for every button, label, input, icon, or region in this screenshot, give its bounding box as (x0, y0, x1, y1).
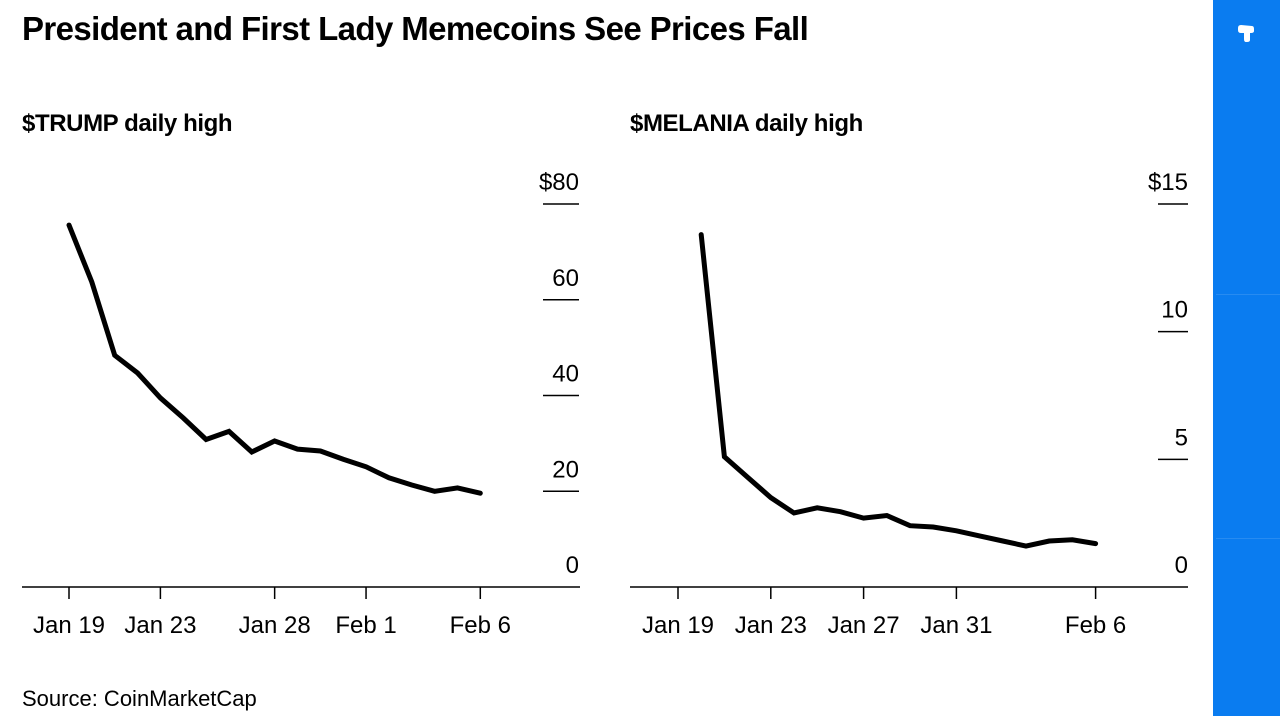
melania-x-tick-label: Feb 6 (1065, 612, 1126, 639)
melania-y-tick-label: 10 (1161, 297, 1188, 324)
trump-series-line (66, 222, 483, 496)
sidebar (1213, 0, 1280, 716)
trump-chart-subtitle: $TRUMP daily high (22, 110, 233, 137)
brand-logo-icon[interactable] (1235, 22, 1257, 44)
melania-y-tick-label: 5 (1175, 424, 1188, 451)
trump-x-tick-label: Jan 28 (239, 612, 311, 639)
melania-x-tick-label: Jan 23 (735, 612, 807, 639)
melania-chart-subtitle: $MELANIA daily high (630, 110, 863, 137)
trump-x-tick-label: Jan 23 (124, 612, 196, 639)
charts-canvas: 0 20 40 60 $80 Jan 19 Jan 23 Jan 28 Feb 1 Feb 6 0 5… (22, 169, 1188, 639)
melania-y-tick-label: $15 (1148, 169, 1188, 196)
trump-y-tick-label: $80 (539, 169, 579, 196)
trump-y-tick-label: 0 (566, 552, 579, 579)
trump-y-tick-label: 20 (552, 456, 579, 483)
melania-y-tick-label: 0 (1175, 552, 1188, 579)
trump-x-tick-label: Feb 1 (335, 612, 396, 639)
melania-x-tick-label: Jan 19 (642, 612, 714, 639)
melania-x-tick-label: Jan 27 (828, 612, 900, 639)
trump-y-tick-label: 40 (552, 361, 579, 388)
melania-series-line (698, 232, 1099, 549)
source-note: Source: CoinMarketCap (22, 686, 257, 711)
trump-x-tick-label: Jan 19 (33, 612, 105, 639)
trump-y-tick-label: 60 (552, 265, 579, 292)
chart-title: President and First Lady Memecoins See P… (22, 10, 809, 47)
melania-x-tick-label: Jan 31 (920, 612, 992, 639)
trump-x-tick-label: Feb 6 (450, 612, 511, 639)
